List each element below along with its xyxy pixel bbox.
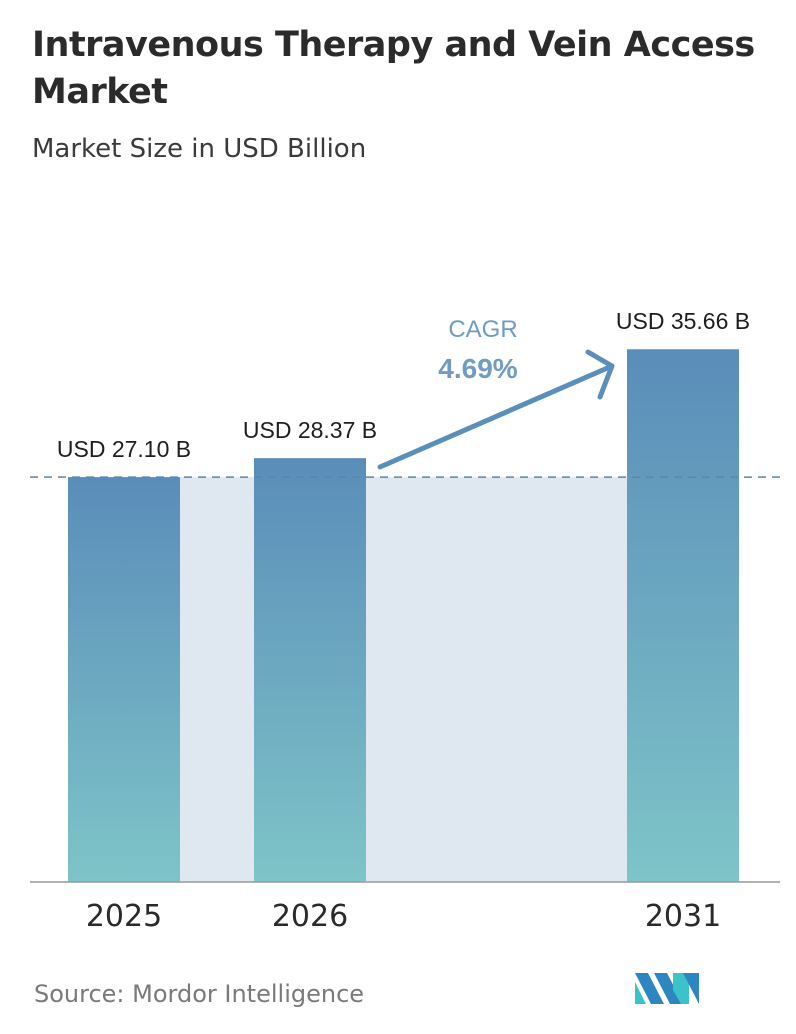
bar-2026: [254, 458, 366, 882]
chart-title: Intravenous Therapy and Vein Access Mark…: [32, 25, 755, 112]
mordor-logo: [635, 973, 699, 1004]
x-tick-2031: 2031: [645, 899, 721, 934]
bar-2025: [68, 477, 180, 882]
data-label-2026: USD 28.37 B: [243, 417, 377, 443]
cagr-annotation: CAGR 4.69%: [377, 316, 615, 470]
cagr-value: 4.69%: [438, 353, 517, 384]
x-tick-2025: 2025: [86, 899, 162, 934]
bar-2031: [627, 349, 739, 882]
cagr-label: CAGR: [448, 316, 517, 343]
data-label-2025: USD 27.10 B: [57, 436, 191, 462]
x-tick-2026: 2026: [272, 899, 348, 934]
source-note: Source: Mordor Intelligence: [34, 980, 365, 1008]
cagr-arrow-icon: [377, 349, 615, 470]
chart-subtitle: Market Size in USD Billion: [32, 134, 367, 164]
data-label-2031: USD 35.66 B: [616, 308, 750, 334]
